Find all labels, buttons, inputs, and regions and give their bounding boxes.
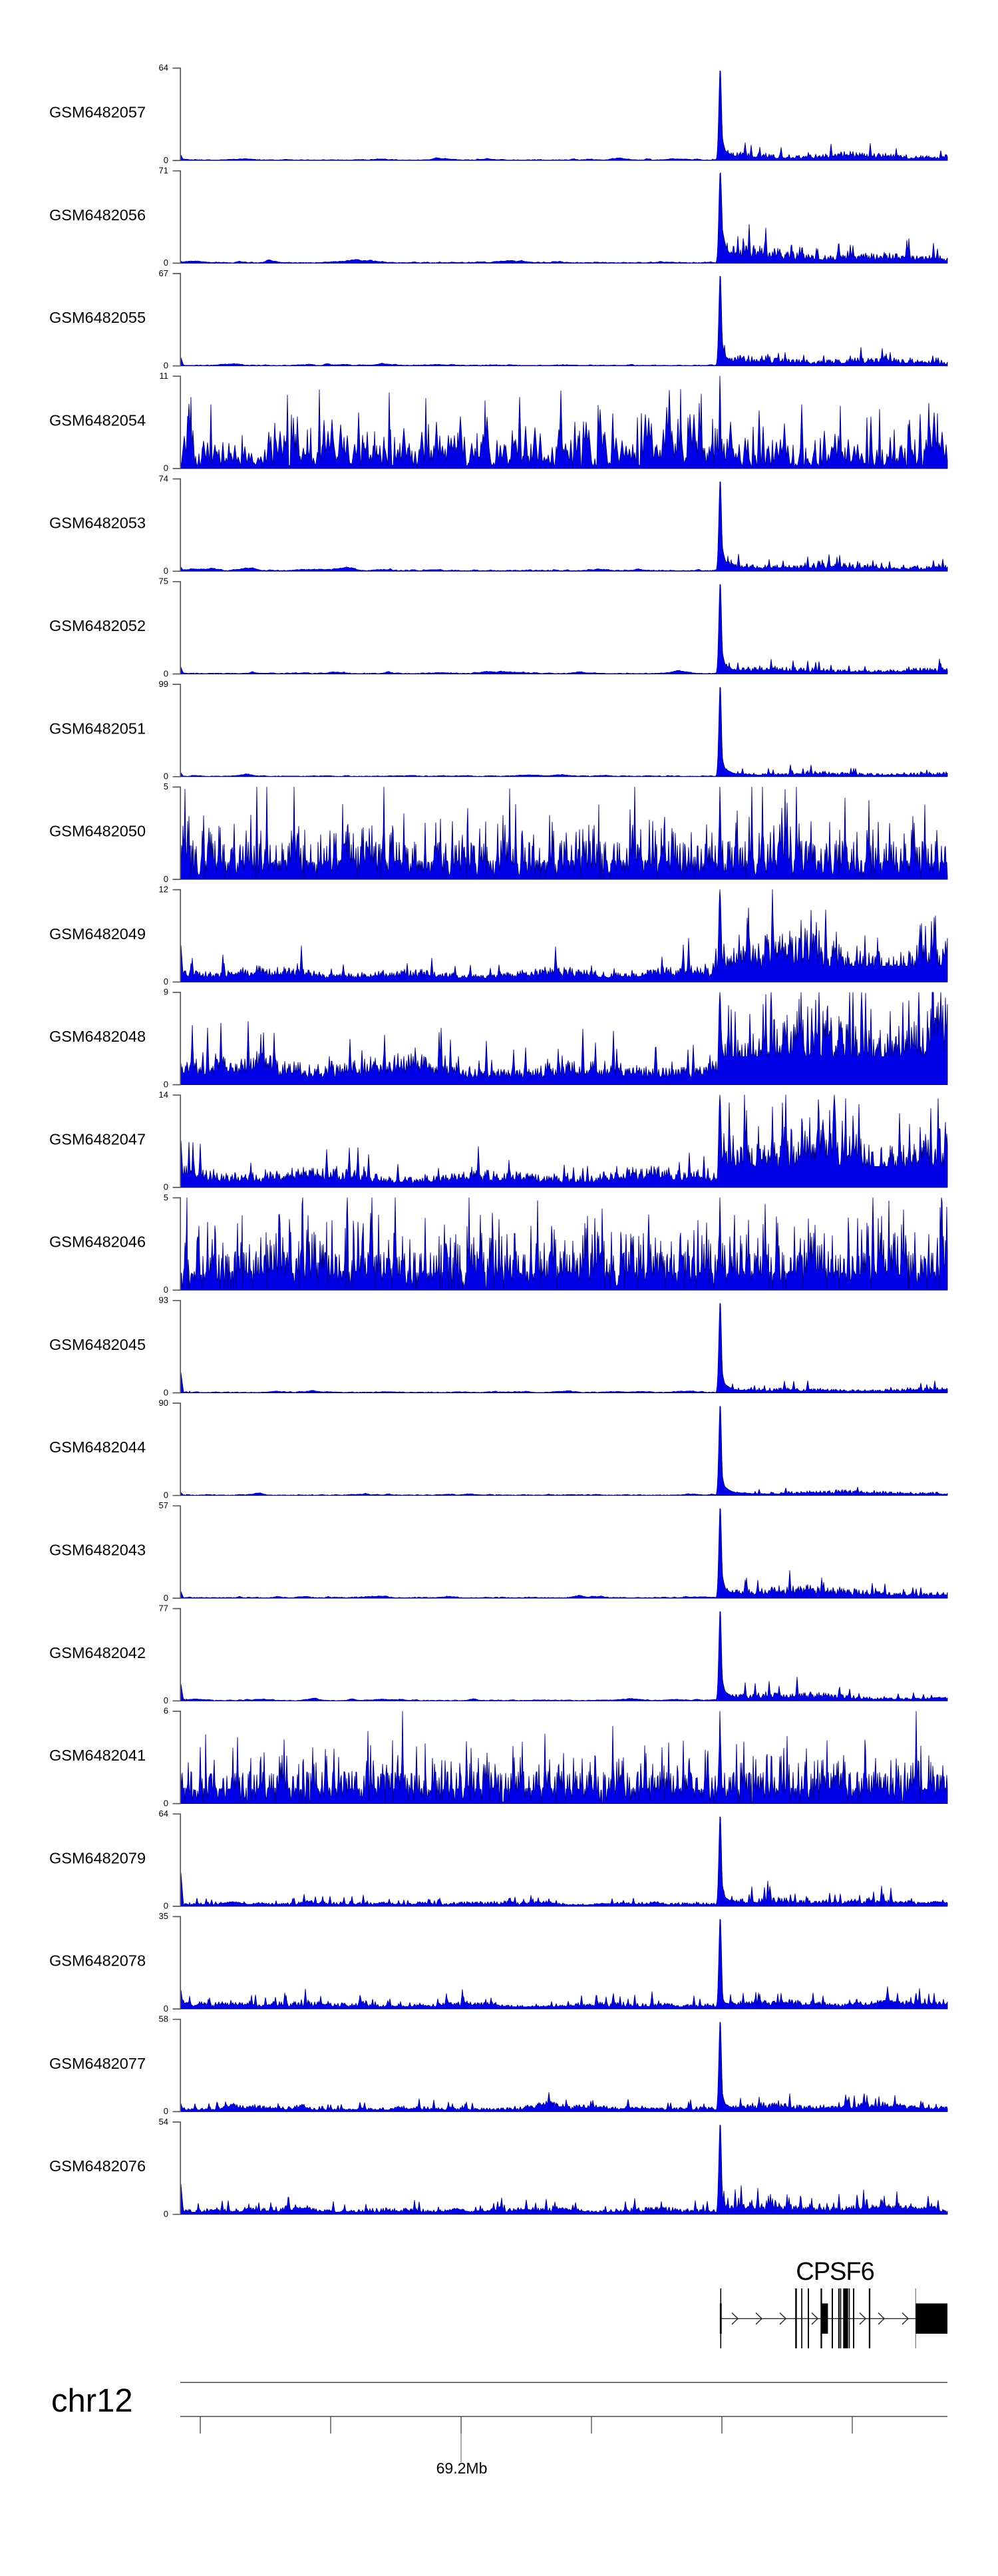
svg-text:71: 71 — [159, 166, 168, 176]
svg-text:GSM6482079: GSM6482079 — [49, 1849, 146, 1866]
svg-text:GSM6482043: GSM6482043 — [49, 1542, 146, 1559]
svg-text:GSM6482041: GSM6482041 — [49, 1747, 146, 1764]
svg-text:90: 90 — [159, 1398, 168, 1408]
svg-text:0: 0 — [164, 1079, 168, 1089]
svg-text:0: 0 — [164, 771, 168, 781]
svg-text:77: 77 — [159, 1603, 168, 1613]
svg-text:12: 12 — [159, 884, 168, 894]
svg-text:0: 0 — [164, 1798, 168, 1808]
svg-text:0: 0 — [164, 1490, 168, 1500]
svg-text:99: 99 — [159, 679, 168, 689]
svg-text:0: 0 — [164, 463, 168, 473]
svg-text:0: 0 — [164, 1285, 168, 1295]
svg-text:GSM6482042: GSM6482042 — [49, 1644, 146, 1661]
svg-text:0: 0 — [164, 1182, 168, 1192]
svg-text:GSM6482053: GSM6482053 — [49, 515, 146, 532]
svg-text:5: 5 — [164, 1192, 168, 1202]
svg-text:0: 0 — [164, 1593, 168, 1603]
svg-text:0: 0 — [164, 566, 168, 576]
svg-text:14: 14 — [159, 1090, 168, 1100]
svg-text:0: 0 — [164, 361, 168, 371]
svg-text:54: 54 — [159, 2117, 168, 2127]
svg-text:GSM6482050: GSM6482050 — [49, 823, 146, 840]
svg-text:GSM6482056: GSM6482056 — [49, 206, 146, 224]
svg-text:GSM6482045: GSM6482045 — [49, 1336, 146, 1353]
svg-text:74: 74 — [159, 473, 168, 483]
svg-text:GSM6482076: GSM6482076 — [49, 2157, 146, 2175]
svg-text:GSM6482046: GSM6482046 — [49, 1233, 146, 1251]
svg-text:GSM6482047: GSM6482047 — [49, 1130, 146, 1148]
svg-text:6: 6 — [164, 1706, 168, 1716]
svg-text:0: 0 — [164, 668, 168, 678]
svg-text:0: 0 — [164, 1901, 168, 1911]
svg-text:GSM6482052: GSM6482052 — [49, 617, 146, 634]
svg-text:57: 57 — [159, 1500, 168, 1510]
svg-text:11: 11 — [160, 371, 169, 381]
svg-text:0: 0 — [164, 2004, 168, 2014]
svg-text:0: 0 — [164, 2106, 168, 2116]
svg-text:0: 0 — [164, 1387, 168, 1397]
svg-text:0: 0 — [164, 258, 168, 268]
svg-text:35: 35 — [159, 1911, 168, 1921]
svg-text:0: 0 — [164, 1695, 168, 1705]
svg-text:93: 93 — [159, 1295, 168, 1305]
svg-text:CPSF6: CPSF6 — [796, 2258, 874, 2286]
svg-text:67: 67 — [159, 268, 168, 278]
svg-text:0: 0 — [164, 976, 168, 986]
svg-text:GSM6482044: GSM6482044 — [49, 1438, 146, 1456]
svg-text:75: 75 — [159, 576, 168, 586]
svg-text:GSM6482049: GSM6482049 — [49, 925, 146, 943]
svg-text:GSM6482057: GSM6482057 — [49, 104, 146, 121]
svg-text:64: 64 — [159, 1809, 168, 1819]
svg-text:0: 0 — [164, 155, 168, 165]
svg-text:chr12: chr12 — [51, 2383, 133, 2419]
svg-text:64: 64 — [159, 63, 168, 73]
svg-text:GSM6482054: GSM6482054 — [49, 411, 146, 429]
svg-text:GSM6482051: GSM6482051 — [49, 720, 146, 737]
svg-text:58: 58 — [159, 2014, 168, 2024]
svg-text:69.2Mb: 69.2Mb — [436, 2460, 488, 2477]
svg-text:5: 5 — [164, 781, 168, 791]
svg-text:GSM6482048: GSM6482048 — [49, 1028, 146, 1045]
svg-text:0: 0 — [164, 2209, 168, 2219]
svg-text:GSM6482055: GSM6482055 — [49, 309, 146, 326]
svg-text:9: 9 — [164, 987, 168, 997]
svg-text:GSM6482077: GSM6482077 — [49, 2055, 146, 2072]
svg-text:0: 0 — [164, 874, 168, 884]
svg-text:GSM6482078: GSM6482078 — [49, 1952, 146, 1970]
